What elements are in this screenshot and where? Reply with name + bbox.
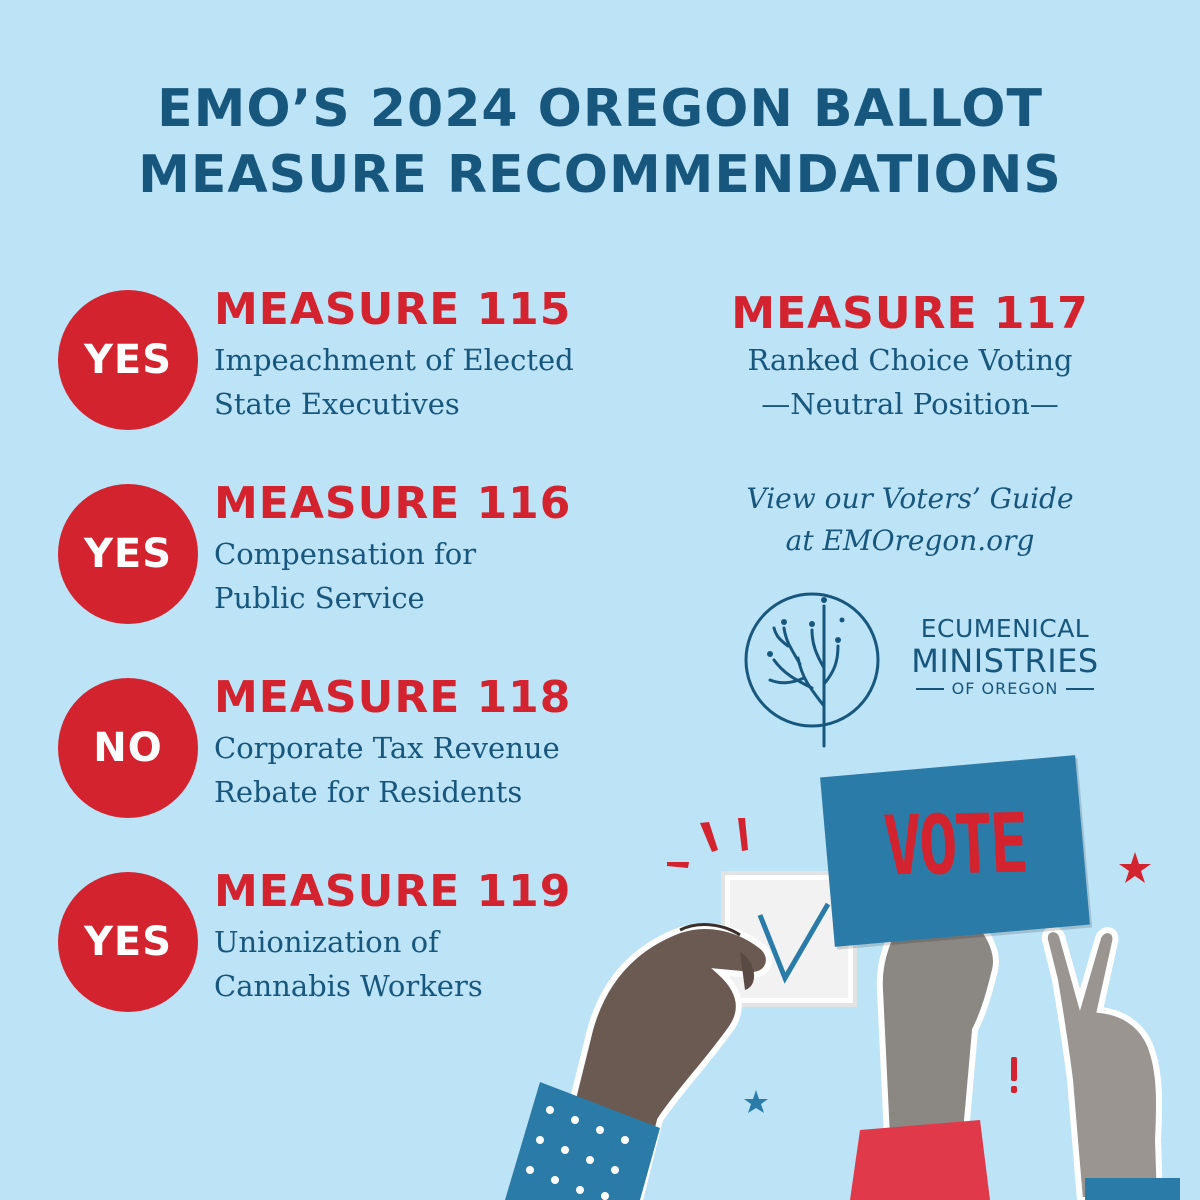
divider <box>915 688 944 690</box>
voters-guide-line-1: View our Voters’ Guide <box>746 482 1074 515</box>
measure-description-line-1: Corporate Tax Revenue <box>214 731 560 765</box>
logo-line-3: OF OREGON <box>951 679 1059 698</box>
logo-wordmark: ECUMENICAL MINISTRIES OF OREGON <box>900 614 1110 700</box>
blue-sleeve <box>1085 1178 1180 1200</box>
measure-description-line-2: —Neutral Position— <box>761 387 1059 421</box>
measure-description-line-2: Rebate for Residents <box>214 775 523 809</box>
vote-sign: VOTE <box>820 755 1090 947</box>
red-sleeve <box>850 1120 990 1200</box>
tree-circle-icon <box>744 592 880 748</box>
measure-title: MEASURE 118 <box>214 672 572 723</box>
title-line-1: EMO’S 2024 OREGON BALLOT <box>157 79 1043 139</box>
measure-title: MEASURE 119 <box>214 866 572 917</box>
stars-sleeve <box>505 1082 660 1200</box>
measure-116: YES MEASURE 116 Compensation for Public … <box>58 478 658 624</box>
voters-guide-text: View our Voters’ Guide at EMOregon.org <box>700 478 1120 562</box>
no-badge: NO <box>58 678 198 818</box>
peace-sign-hand <box>1041 926 1164 1200</box>
page-title: EMO’S 2024 OREGON BALLOT MEASURE RECOMME… <box>0 76 1200 208</box>
measure-description-line-2: State Executives <box>214 387 460 421</box>
vote-sign-text: VOTE <box>881 796 1028 895</box>
logo-line-2: MINISTRIES <box>911 642 1099 680</box>
voting-illustration <box>505 818 1180 1200</box>
measure-117: MEASURE 117 Ranked Choice Voting —Neutra… <box>700 288 1120 426</box>
blue-star-icon <box>744 1090 768 1113</box>
measure-description: Ranked Choice Voting —Neutral Position— <box>700 338 1120 426</box>
measure-description: Corporate Tax Revenue Rebate for Residen… <box>214 726 560 814</box>
measure-description-line-2: Public Service <box>214 581 425 615</box>
yes-badge: YES <box>58 290 198 430</box>
measure-title: MEASURE 116 <box>214 478 572 529</box>
measure-description: Impeachment of Elected State Executives <box>214 338 574 426</box>
burst-marks-icon <box>667 818 748 868</box>
title-line-2: MEASURE RECOMMENDATIONS <box>138 145 1062 205</box>
checkmark-icon <box>757 902 831 984</box>
measure-118: NO MEASURE 118 Corporate Tax Revenue Reb… <box>58 672 658 818</box>
measure-title: MEASURE 117 <box>731 288 1089 339</box>
exclamation-icon <box>1011 1057 1017 1093</box>
measure-description-line-1: Ranked Choice Voting <box>747 343 1073 377</box>
measure-description: Compensation for Public Service <box>214 532 476 620</box>
measure-119: YES MEASURE 119 Unionization of Cannabis… <box>58 866 658 1012</box>
red-star-icon <box>1119 852 1151 883</box>
logo-line-3-wrap: OF OREGON <box>900 678 1110 700</box>
measure-description-line-1: Impeachment of Elected <box>214 343 574 377</box>
divider <box>1066 688 1095 690</box>
yes-badge: YES <box>58 872 198 1012</box>
logo-line-1: ECUMENICAL <box>920 614 1090 643</box>
measure-description-line-2: Cannabis Workers <box>214 969 483 1003</box>
measure-description: Unionization of Cannabis Workers <box>214 920 483 1008</box>
yes-badge: YES <box>58 484 198 624</box>
measure-title: MEASURE 115 <box>214 284 572 335</box>
measure-description-line-1: Unionization of <box>214 925 439 959</box>
measure-description-line-1: Compensation for <box>214 537 477 571</box>
measure-115: YES MEASURE 115 Impeachment of Elected S… <box>58 284 658 430</box>
voters-guide-url: at EMOregon.org <box>785 524 1035 557</box>
